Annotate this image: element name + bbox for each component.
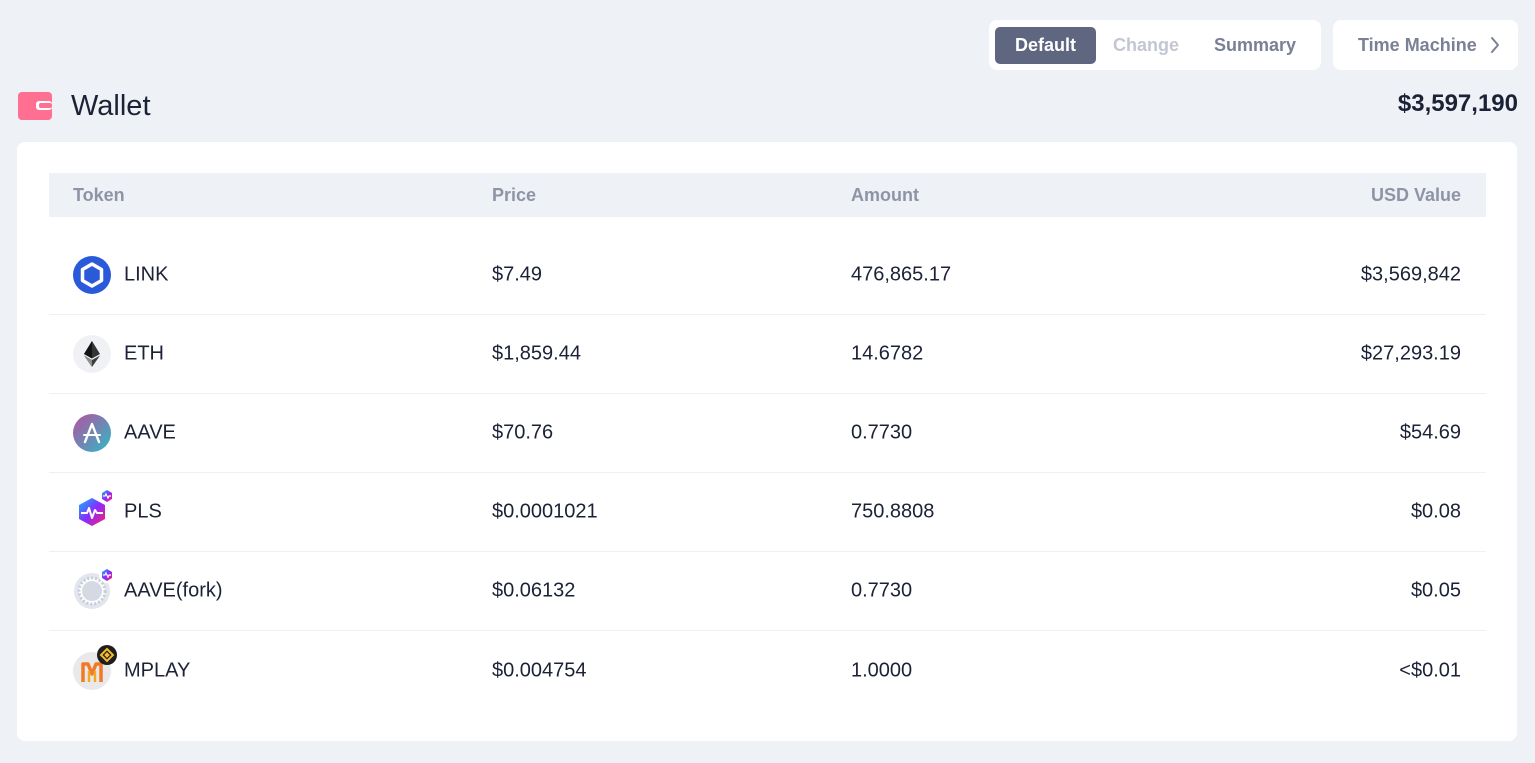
header-amount: Amount bbox=[851, 185, 919, 205]
pulsechain-badge-icon bbox=[99, 488, 115, 504]
wallet-icon bbox=[18, 92, 52, 120]
time-machine-button[interactable]: Time Machine bbox=[1333, 20, 1518, 70]
tab-change[interactable]: Change bbox=[1112, 34, 1179, 55]
mplay-token-icon bbox=[73, 644, 117, 690]
eth-token-icon bbox=[73, 335, 111, 373]
table-row[interactable]: LINK $7.49 476,865.17 $3,569,842 bbox=[49, 236, 1486, 315]
token-name[interactable]: ETH bbox=[124, 342, 164, 365]
token-price: $70.76 bbox=[492, 421, 554, 444]
token-price: $0.004754 bbox=[492, 659, 587, 681]
aave-token-icon bbox=[73, 414, 111, 452]
token-price: $7.49 bbox=[492, 263, 543, 286]
token-usd-value: $0.05 bbox=[1410, 579, 1461, 602]
table-header: Token Price Amount USD Value bbox=[49, 173, 1486, 217]
token-name[interactable]: AAVE(fork) bbox=[124, 579, 223, 602]
header-price: Price bbox=[492, 185, 537, 205]
token-usd-value: $27,293.19 bbox=[1360, 342, 1461, 365]
token-name[interactable]: MPLAY bbox=[124, 659, 191, 681]
table-row[interactable]: ETH $1,859.44 14.6782 $27,293.19 bbox=[49, 315, 1486, 394]
time-machine-label: Time Machine bbox=[1358, 34, 1477, 55]
pls-token-icon bbox=[79, 488, 115, 526]
link-token-icon bbox=[73, 256, 111, 294]
table-row[interactable]: AAVE(fork) $0.06132 0.7730 $0.05 bbox=[49, 552, 1486, 631]
header-token: Token bbox=[73, 185, 125, 205]
token-price: $0.0001021 bbox=[492, 500, 598, 523]
token-amount: 750.8808 bbox=[851, 500, 935, 523]
wallet-token-table: Token Price Amount USD Value LINK $7.49 … bbox=[17, 142, 1517, 741]
token-name[interactable]: PLS bbox=[124, 500, 162, 523]
header-usd-value: USD Value bbox=[1370, 185, 1461, 205]
token-amount: 1.0000 bbox=[851, 659, 913, 681]
table-row[interactable]: AAVE $70.76 0.7730 $54.69 bbox=[49, 394, 1486, 473]
pulsechain-badge-icon bbox=[99, 567, 115, 583]
token-amount: 0.7730 bbox=[851, 579, 913, 602]
token-price: $1,859.44 bbox=[492, 342, 581, 365]
tab-summary[interactable]: Summary bbox=[1213, 34, 1297, 55]
token-price: $0.06132 bbox=[492, 579, 576, 602]
token-amount: 0.7730 bbox=[851, 421, 913, 444]
tab-default[interactable]: Default bbox=[995, 26, 1096, 64]
chevron-right-icon bbox=[1491, 37, 1499, 53]
token-usd-value: <$0.01 bbox=[1399, 659, 1461, 681]
token-amount: 476,865.17 bbox=[851, 263, 952, 286]
view-switcher: Default Change Summary bbox=[989, 20, 1321, 70]
token-usd-value: $3,569,842 bbox=[1360, 263, 1461, 286]
wallet-header: Wallet $3,597,190 bbox=[18, 84, 1518, 128]
token-name[interactable]: AAVE bbox=[124, 421, 176, 444]
table-row[interactable]: MPLAY $0.004754 1.0000 <$0.01 bbox=[49, 631, 1486, 710]
token-amount: 14.6782 bbox=[851, 342, 924, 365]
token-usd-value: $0.08 bbox=[1410, 500, 1461, 523]
table-row[interactable]: PLS $0.0001021 750.8808 $0.08 bbox=[49, 473, 1486, 552]
aave-fork-token-icon bbox=[74, 567, 115, 609]
wallet-total-value: $3,597,190 bbox=[1397, 90, 1518, 117]
token-usd-value: $54.69 bbox=[1399, 421, 1461, 444]
wallet-title: Wallet bbox=[71, 89, 151, 122]
token-name[interactable]: LINK bbox=[124, 263, 169, 286]
bnb-chain-badge-icon bbox=[97, 644, 117, 665]
